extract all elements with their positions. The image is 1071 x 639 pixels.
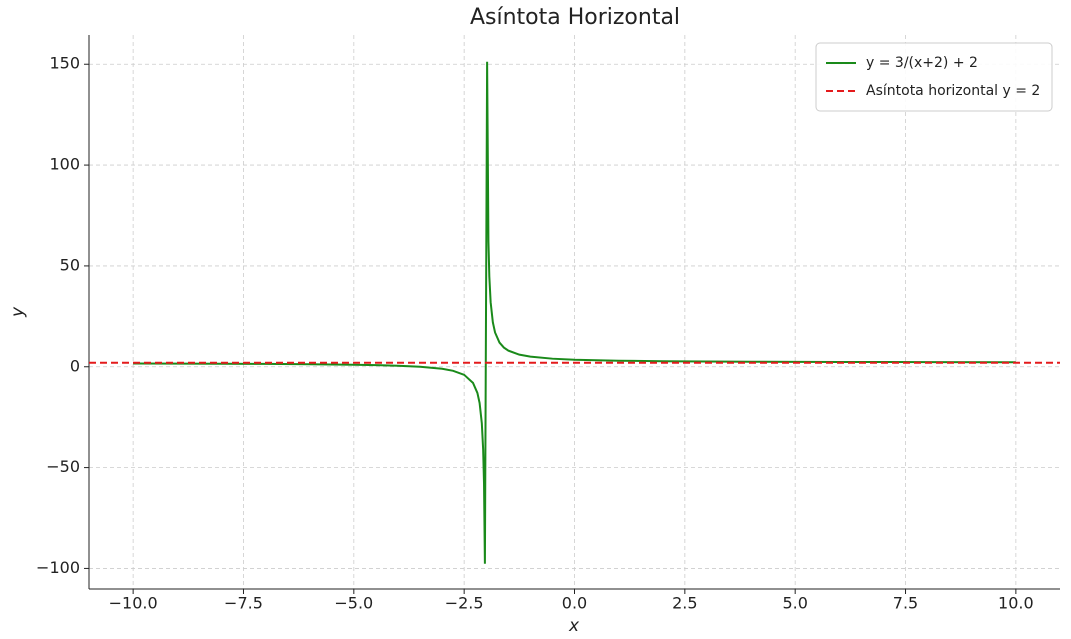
x-tick-label: 7.5 — [893, 594, 918, 613]
x-tick-label: −10.0 — [109, 594, 158, 613]
y-tick-label: 150 — [49, 54, 80, 73]
legend-label: y = 3/(x+2) + 2 — [866, 55, 978, 71]
y-tick-label: 0 — [70, 356, 80, 375]
y-tick-label: −100 — [36, 558, 80, 577]
chart-title: Asíntota Horizontal — [470, 5, 680, 30]
x-tick-label: 5.0 — [782, 594, 807, 613]
x-tick-label: −5.0 — [334, 594, 373, 613]
y-axis-label: y — [8, 306, 28, 318]
y-tick-label: 50 — [60, 255, 80, 274]
x-tick-label: −7.5 — [224, 594, 263, 613]
x-axis-label: x — [568, 616, 580, 636]
legend: y = 3/(x+2) + 2 Asíntota horizontal y = 2 — [815, 42, 1053, 112]
x-tick-label: 0.0 — [562, 594, 587, 613]
data-line — [133, 61, 1016, 564]
y-tick-label: 100 — [49, 155, 80, 174]
x-tick-label: 2.5 — [672, 594, 697, 613]
x-tick-label: −2.5 — [445, 594, 484, 613]
legend-label: Asíntota horizontal y = 2 — [866, 83, 1040, 99]
x-tick-label: 10.0 — [998, 594, 1034, 613]
legend-box — [815, 42, 1053, 112]
y-tick-label: −50 — [46, 457, 80, 476]
